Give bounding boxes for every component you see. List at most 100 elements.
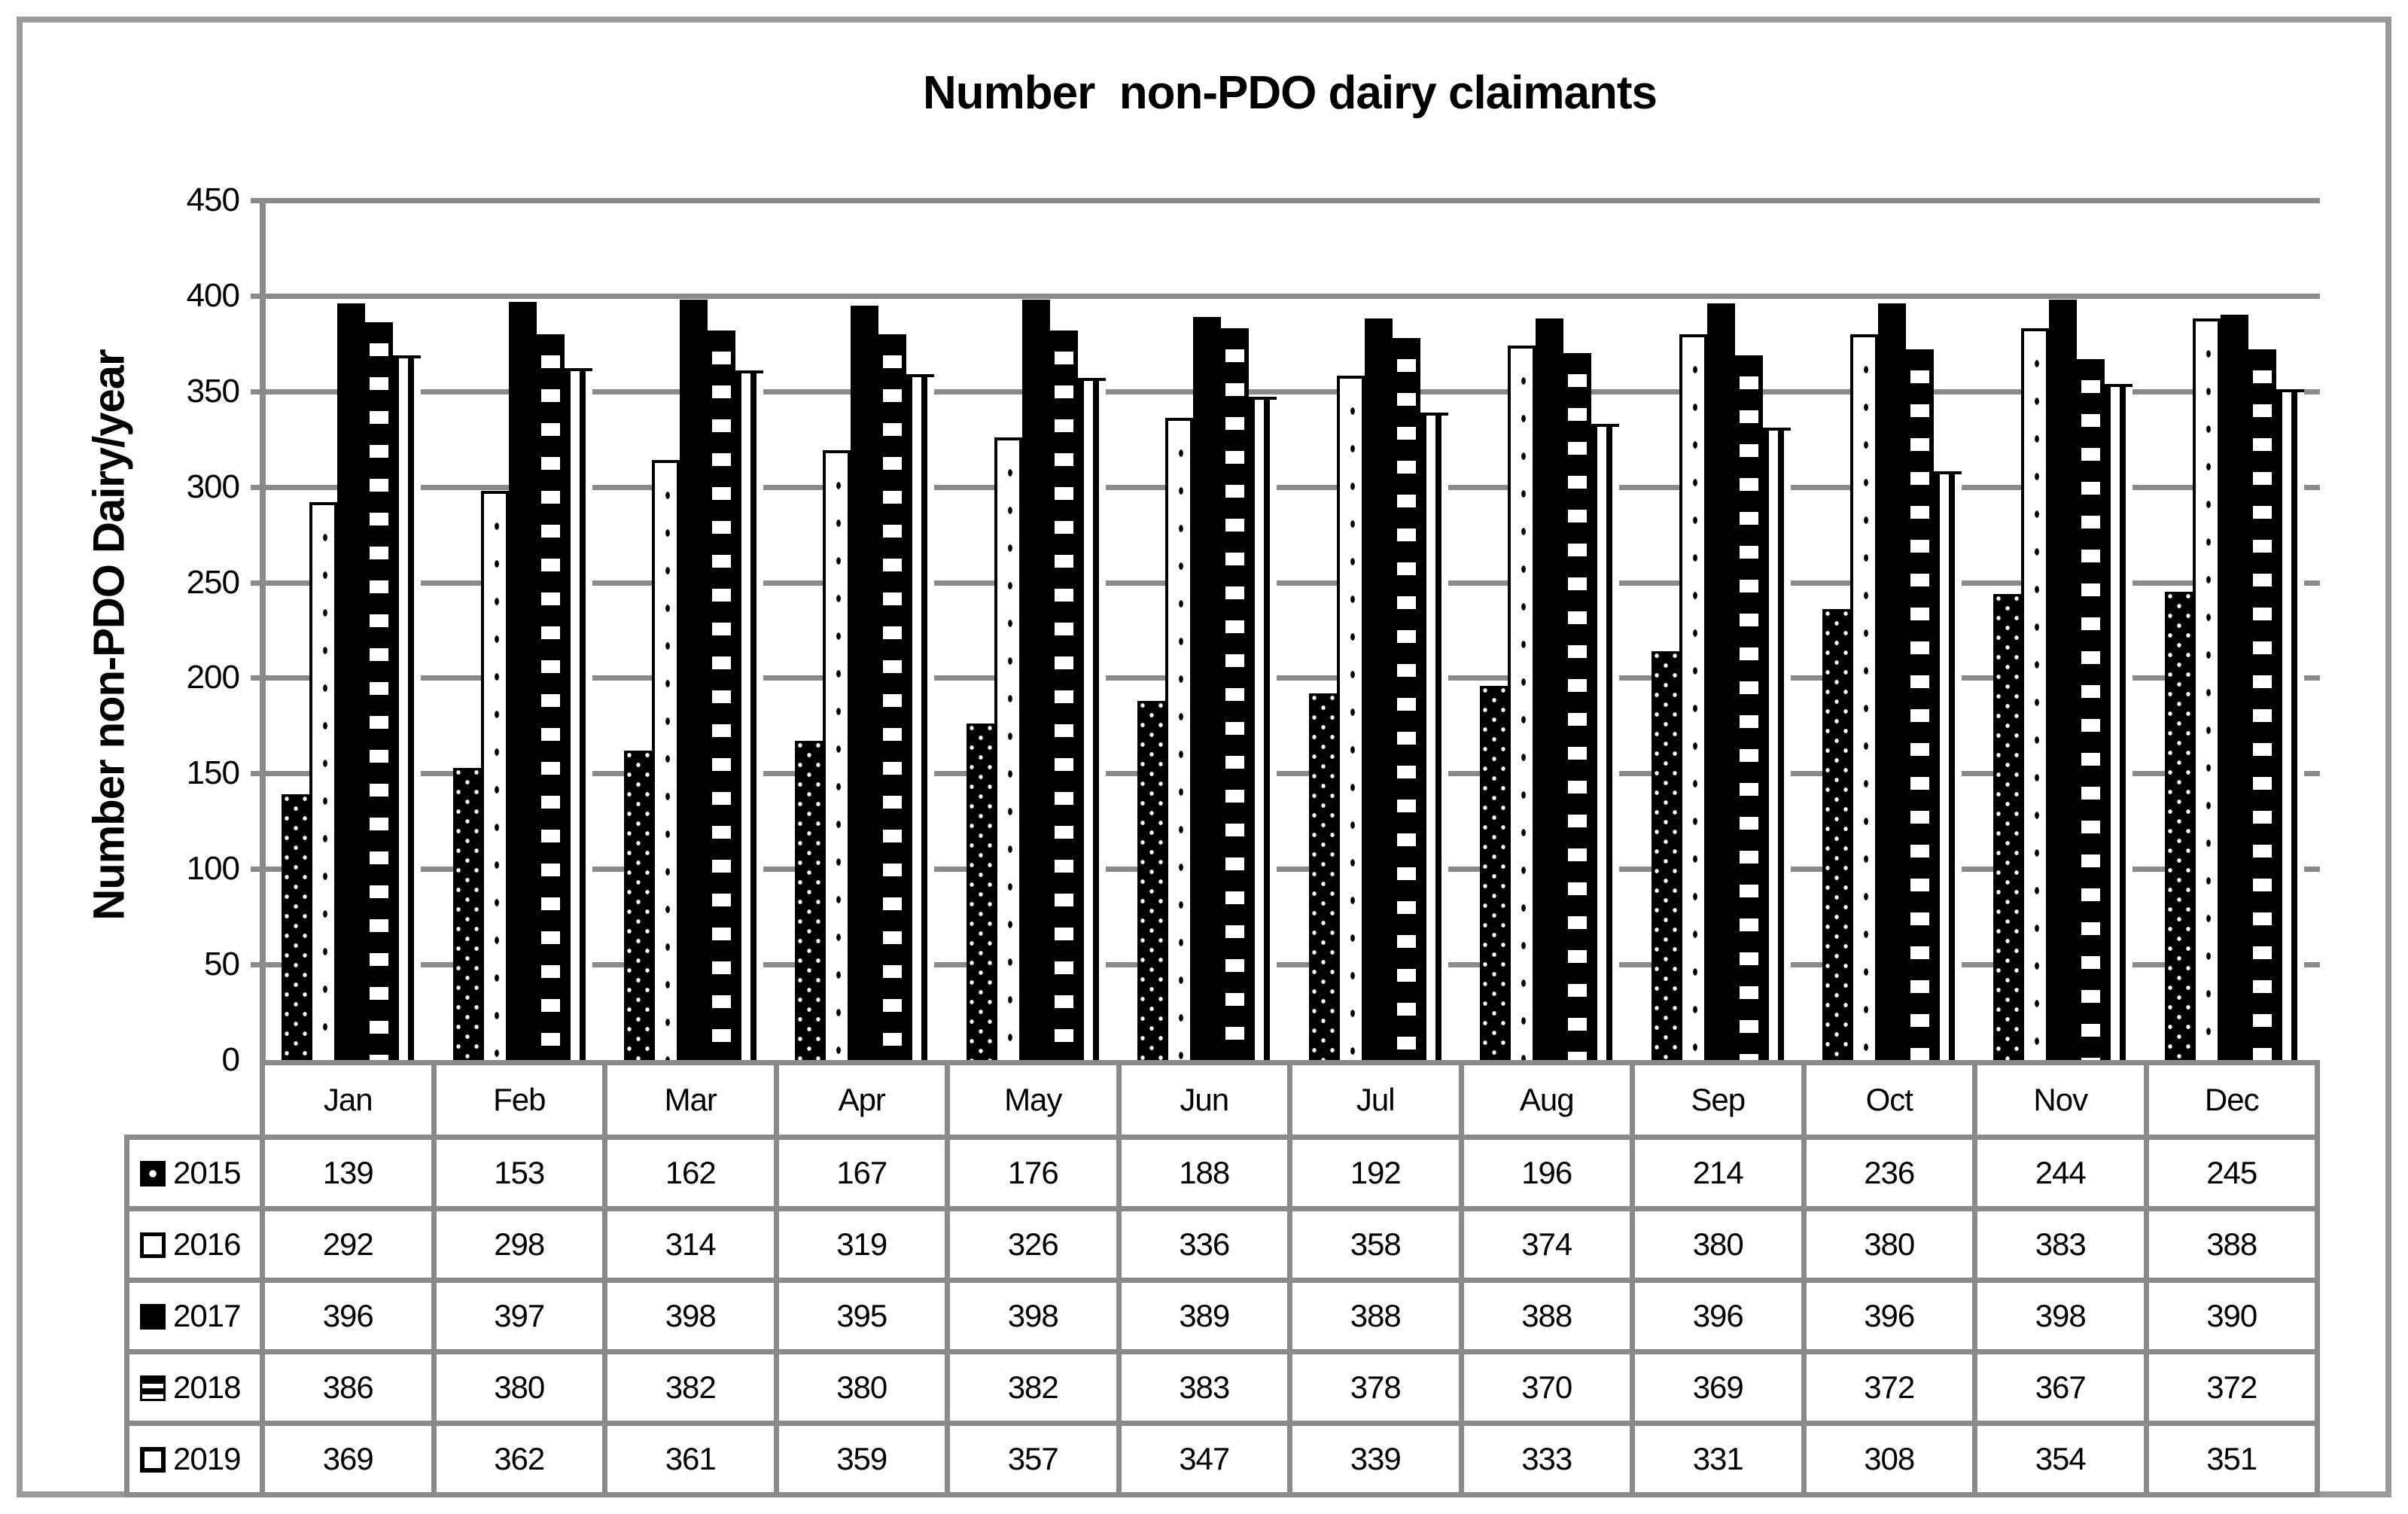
value-cell: 351 <box>2143 1421 2320 1497</box>
value-cell: 383 <box>1972 1206 2149 1283</box>
month-header-cell: Oct <box>1801 1060 1977 1140</box>
bar-2016-dec <box>2192 318 2221 1060</box>
bar-2017-may <box>1021 299 1050 1060</box>
value-cell: 339 <box>1287 1421 1464 1497</box>
gridline <box>251 771 2320 777</box>
value-cell: 236 <box>1801 1135 1977 1211</box>
value-cell: 331 <box>1630 1421 1807 1497</box>
value-cell: 298 <box>431 1206 607 1283</box>
bar-2017-jul <box>1364 318 1393 1060</box>
bar-2015-feb <box>452 767 481 1060</box>
legend-cell-2019: 2019 <box>124 1421 265 1497</box>
bar-2016-apr <box>823 450 851 1060</box>
y-tick-label: 100 <box>186 850 240 888</box>
value-cell: 245 <box>2143 1135 2320 1211</box>
bar-2015-mar <box>624 750 653 1060</box>
value-cell: 319 <box>773 1206 950 1283</box>
bar-2018-jan <box>365 322 394 1060</box>
value-cell: 389 <box>1116 1278 1292 1354</box>
bar-2018-aug <box>1563 353 1592 1060</box>
gridline <box>251 388 2320 394</box>
gridline <box>251 962 2320 968</box>
value-cell: 153 <box>431 1135 607 1211</box>
month-header-cell: Jul <box>1287 1060 1464 1140</box>
value-cell: 395 <box>773 1278 950 1354</box>
bar-2016-sep <box>1679 334 1707 1060</box>
bar-2018-jul <box>1392 337 1420 1060</box>
month-header-cell: Aug <box>1458 1060 1635 1140</box>
bar-2015-oct <box>1822 609 1850 1060</box>
bar-2016-jan <box>309 501 338 1060</box>
value-cell: 167 <box>773 1135 950 1211</box>
value-cell: 388 <box>1287 1278 1464 1354</box>
value-cell: 382 <box>945 1349 1122 1426</box>
bar-2018-dec <box>2248 349 2276 1060</box>
legend-swatch-2015 <box>140 1161 166 1187</box>
bar-2016-mar <box>652 460 680 1060</box>
value-cell: 396 <box>1630 1278 1807 1354</box>
bar-2019-apr <box>906 373 935 1060</box>
bar-2015-jan <box>282 794 310 1060</box>
bar-2015-dec <box>2164 592 2193 1060</box>
bar-2015-sep <box>1651 650 1679 1060</box>
legend-cell-2015: 2015 <box>124 1135 265 1211</box>
bar-2016-aug <box>1508 345 1536 1060</box>
bar-2015-may <box>966 723 994 1060</box>
bar-2015-nov <box>1993 593 2022 1060</box>
legend-swatch-2018 <box>140 1375 166 1401</box>
value-cell: 139 <box>260 1135 437 1211</box>
value-cell: 369 <box>260 1421 437 1497</box>
bar-2019-may <box>1077 378 1106 1060</box>
value-cell: 369 <box>1630 1349 1807 1426</box>
bar-group-oct <box>1807 200 1977 1060</box>
value-cell: 357 <box>945 1421 1122 1497</box>
bar-group-mar <box>608 200 779 1060</box>
value-cell: 308 <box>1801 1421 1977 1497</box>
legend-cell-2018: 2018 <box>124 1349 265 1426</box>
value-cell: 380 <box>431 1349 607 1426</box>
bar-2016-may <box>994 437 1022 1060</box>
value-cell: 370 <box>1458 1349 1635 1426</box>
table-row-2019: 2019 369 362 361 359 357 347 339 333 331 308 354 351 <box>124 1421 2320 1497</box>
bar-group-jun <box>1122 200 1292 1060</box>
bar-2019-feb <box>564 368 592 1060</box>
legend-cell-2016: 2016 <box>124 1206 265 1283</box>
value-cell: 396 <box>1801 1278 1977 1354</box>
value-cell: 358 <box>1287 1206 1464 1283</box>
value-cell: 398 <box>1972 1278 2149 1354</box>
y-tick-label: 350 <box>186 372 240 410</box>
value-cell: 362 <box>431 1421 607 1497</box>
bar-2017-mar <box>680 299 708 1060</box>
table-corner-spacer <box>127 1063 263 1138</box>
value-cell: 326 <box>945 1206 1122 1283</box>
value-cell: 359 <box>773 1421 950 1497</box>
bar-group-jan <box>266 200 437 1060</box>
gridline <box>251 293 2320 299</box>
bar-2019-jan <box>393 355 422 1060</box>
value-cell: 386 <box>260 1349 437 1426</box>
value-cell: 292 <box>260 1206 437 1283</box>
month-header-cell: Jan <box>260 1060 437 1140</box>
value-cell: 396 <box>260 1278 437 1354</box>
bar-2018-feb <box>536 334 565 1060</box>
legend-year-label: 2016 <box>173 1226 241 1262</box>
value-cell: 196 <box>1458 1135 1635 1211</box>
month-header-cell: Sep <box>1630 1060 1807 1140</box>
bar-2017-feb <box>508 301 537 1060</box>
legend-swatch-2017 <box>140 1304 166 1330</box>
value-cell: 398 <box>945 1278 1122 1354</box>
value-cell: 314 <box>602 1206 779 1283</box>
value-cell: 372 <box>1801 1349 1977 1426</box>
legend-year-label: 2017 <box>173 1298 241 1333</box>
bar-2019-mar <box>735 370 764 1060</box>
month-header-cell: Jun <box>1116 1060 1292 1140</box>
value-cell: 192 <box>1287 1135 1464 1211</box>
month-header-cell: Nov <box>1972 1060 2149 1140</box>
bar-2017-sep <box>1706 303 1735 1060</box>
value-cell: 333 <box>1458 1421 1635 1497</box>
y-tick-label: 400 <box>186 276 240 314</box>
legend-swatch-2016 <box>140 1232 166 1258</box>
month-header-cell: Dec <box>2143 1060 2320 1140</box>
gridline <box>251 198 2320 203</box>
